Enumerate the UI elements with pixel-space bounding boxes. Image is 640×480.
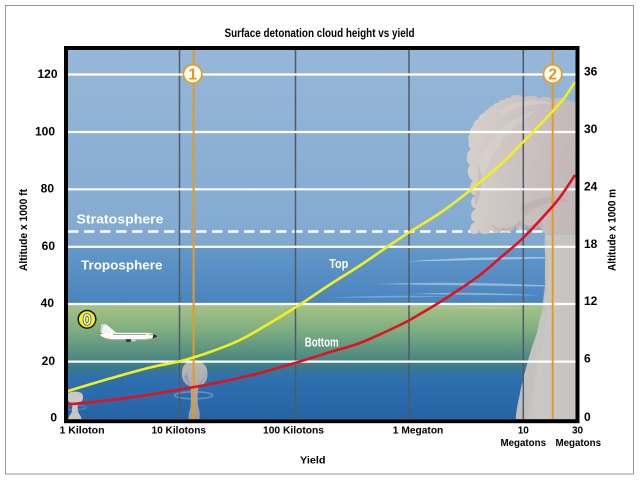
- svg-text:1 Kiloton: 1 Kiloton: [60, 426, 105, 437]
- svg-text:0: 0: [83, 312, 92, 329]
- svg-text:12: 12: [584, 294, 598, 308]
- svg-text:0: 0: [584, 410, 591, 424]
- svg-text:80: 80: [41, 182, 55, 196]
- svg-text:30: 30: [572, 426, 584, 437]
- svg-text:0: 0: [50, 411, 57, 425]
- svg-text:36: 36: [584, 65, 598, 79]
- svg-text:Altitude x 1000 m: Altitude x 1000 m: [607, 189, 619, 271]
- svg-text:Top: Top: [329, 257, 348, 271]
- svg-text:6: 6: [584, 352, 591, 366]
- svg-text:10: 10: [518, 426, 530, 437]
- svg-text:Yield: Yield: [300, 456, 326, 467]
- svg-text:120: 120: [37, 67, 57, 81]
- svg-text:Surface detonation cloud heigh: Surface detonation cloud height vs yield: [225, 28, 415, 40]
- svg-text:Altitude x 1000 ft: Altitude x 1000 ft: [18, 189, 30, 271]
- svg-text:Stratosphere: Stratosphere: [77, 211, 164, 226]
- svg-text:24: 24: [584, 179, 598, 193]
- svg-text:1 Megaton: 1 Megaton: [393, 426, 444, 437]
- svg-text:30: 30: [584, 122, 598, 136]
- svg-text:Bottom: Bottom: [305, 336, 339, 350]
- svg-text:20: 20: [42, 354, 56, 368]
- svg-text:Troposphere: Troposphere: [81, 258, 163, 273]
- svg-text:60: 60: [42, 239, 56, 253]
- svg-text:Megatons: Megatons: [501, 438, 547, 449]
- svg-text:10 Kilotons: 10 Kilotons: [152, 426, 207, 437]
- svg-text:100: 100: [35, 124, 55, 138]
- svg-text:2: 2: [548, 66, 557, 83]
- svg-text:18: 18: [584, 237, 598, 251]
- svg-text:40: 40: [41, 296, 55, 310]
- svg-text:Megatons: Megatons: [556, 438, 602, 449]
- svg-text:100 Kilotons: 100 Kilotons: [263, 426, 324, 437]
- svg-text:1: 1: [188, 66, 197, 83]
